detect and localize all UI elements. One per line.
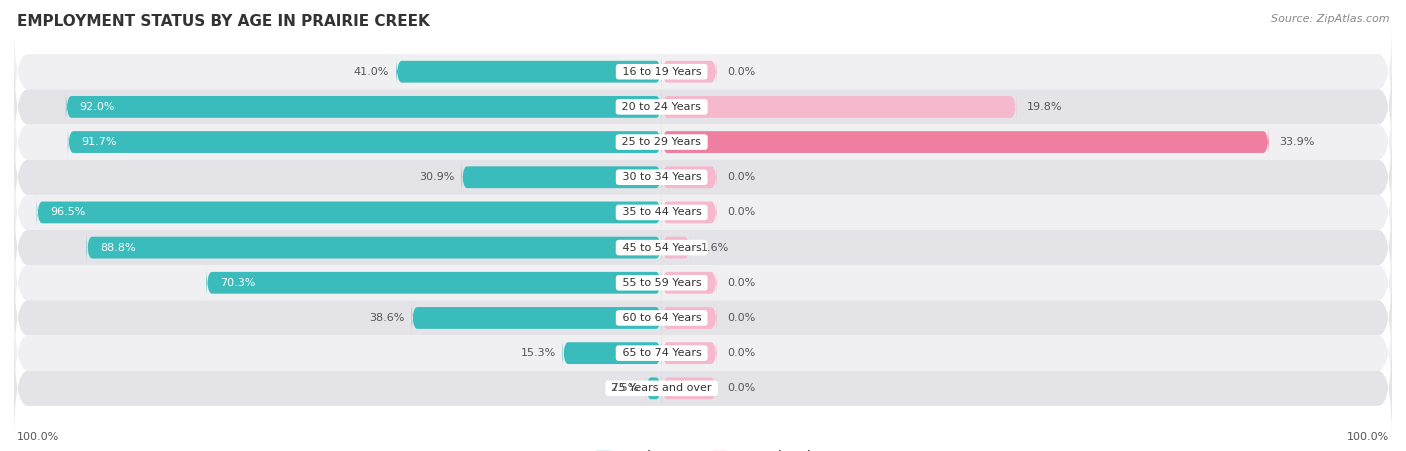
FancyBboxPatch shape bbox=[412, 301, 662, 335]
Text: 16 to 19 Years: 16 to 19 Years bbox=[619, 67, 704, 77]
FancyBboxPatch shape bbox=[562, 336, 662, 370]
FancyBboxPatch shape bbox=[67, 125, 662, 159]
FancyBboxPatch shape bbox=[14, 195, 1392, 300]
FancyBboxPatch shape bbox=[14, 336, 1392, 441]
FancyBboxPatch shape bbox=[14, 54, 1392, 160]
FancyBboxPatch shape bbox=[14, 230, 1392, 336]
FancyBboxPatch shape bbox=[396, 55, 662, 89]
FancyBboxPatch shape bbox=[662, 55, 717, 89]
Text: 100.0%: 100.0% bbox=[17, 432, 59, 442]
Text: 25 to 29 Years: 25 to 29 Years bbox=[619, 137, 704, 147]
Text: 15.3%: 15.3% bbox=[520, 348, 555, 358]
Text: 0.0%: 0.0% bbox=[727, 172, 755, 182]
Text: 19.8%: 19.8% bbox=[1026, 102, 1062, 112]
Text: 0.0%: 0.0% bbox=[727, 348, 755, 358]
Text: 65 to 74 Years: 65 to 74 Years bbox=[619, 348, 704, 358]
Text: 92.0%: 92.0% bbox=[80, 102, 115, 112]
Text: 0.0%: 0.0% bbox=[727, 313, 755, 323]
Text: 41.0%: 41.0% bbox=[354, 67, 389, 77]
Text: 55 to 59 Years: 55 to 59 Years bbox=[619, 278, 704, 288]
Text: 0.0%: 0.0% bbox=[727, 67, 755, 77]
FancyBboxPatch shape bbox=[662, 90, 1017, 124]
Text: 2.5%: 2.5% bbox=[610, 383, 638, 393]
FancyBboxPatch shape bbox=[662, 336, 717, 370]
Text: 20 to 24 Years: 20 to 24 Years bbox=[619, 102, 704, 112]
FancyBboxPatch shape bbox=[662, 371, 717, 405]
Text: 0.0%: 0.0% bbox=[727, 278, 755, 288]
Text: 60 to 64 Years: 60 to 64 Years bbox=[619, 313, 704, 323]
Text: 33.9%: 33.9% bbox=[1279, 137, 1315, 147]
FancyBboxPatch shape bbox=[461, 160, 662, 194]
FancyBboxPatch shape bbox=[37, 195, 662, 230]
FancyBboxPatch shape bbox=[14, 160, 1392, 265]
Text: 75 Years and over: 75 Years and over bbox=[609, 383, 716, 393]
Text: 45 to 54 Years: 45 to 54 Years bbox=[619, 243, 704, 253]
FancyBboxPatch shape bbox=[14, 265, 1392, 371]
Text: EMPLOYMENT STATUS BY AGE IN PRAIRIE CREEK: EMPLOYMENT STATUS BY AGE IN PRAIRIE CREE… bbox=[17, 14, 430, 28]
Text: 91.7%: 91.7% bbox=[82, 137, 117, 147]
Legend: In Labor Force, Unemployed: In Labor Force, Unemployed bbox=[596, 450, 810, 451]
FancyBboxPatch shape bbox=[645, 371, 662, 405]
FancyBboxPatch shape bbox=[662, 125, 1268, 159]
Text: 100.0%: 100.0% bbox=[1347, 432, 1389, 442]
Text: Source: ZipAtlas.com: Source: ZipAtlas.com bbox=[1271, 14, 1389, 23]
FancyBboxPatch shape bbox=[662, 230, 690, 265]
Text: 30 to 34 Years: 30 to 34 Years bbox=[619, 172, 704, 182]
Text: 1.6%: 1.6% bbox=[700, 243, 728, 253]
FancyBboxPatch shape bbox=[207, 266, 662, 300]
Text: 96.5%: 96.5% bbox=[51, 207, 86, 217]
FancyBboxPatch shape bbox=[14, 89, 1392, 195]
FancyBboxPatch shape bbox=[14, 19, 1392, 124]
FancyBboxPatch shape bbox=[14, 300, 1392, 406]
FancyBboxPatch shape bbox=[662, 301, 717, 335]
FancyBboxPatch shape bbox=[66, 90, 662, 124]
Text: 0.0%: 0.0% bbox=[727, 383, 755, 393]
Text: 88.8%: 88.8% bbox=[100, 243, 136, 253]
Text: 38.6%: 38.6% bbox=[370, 313, 405, 323]
FancyBboxPatch shape bbox=[662, 266, 717, 300]
FancyBboxPatch shape bbox=[87, 230, 662, 265]
Text: 70.3%: 70.3% bbox=[221, 278, 256, 288]
Text: 0.0%: 0.0% bbox=[727, 207, 755, 217]
Text: 35 to 44 Years: 35 to 44 Years bbox=[619, 207, 704, 217]
FancyBboxPatch shape bbox=[662, 160, 717, 194]
FancyBboxPatch shape bbox=[14, 124, 1392, 230]
FancyBboxPatch shape bbox=[662, 195, 717, 230]
Text: 30.9%: 30.9% bbox=[419, 172, 454, 182]
